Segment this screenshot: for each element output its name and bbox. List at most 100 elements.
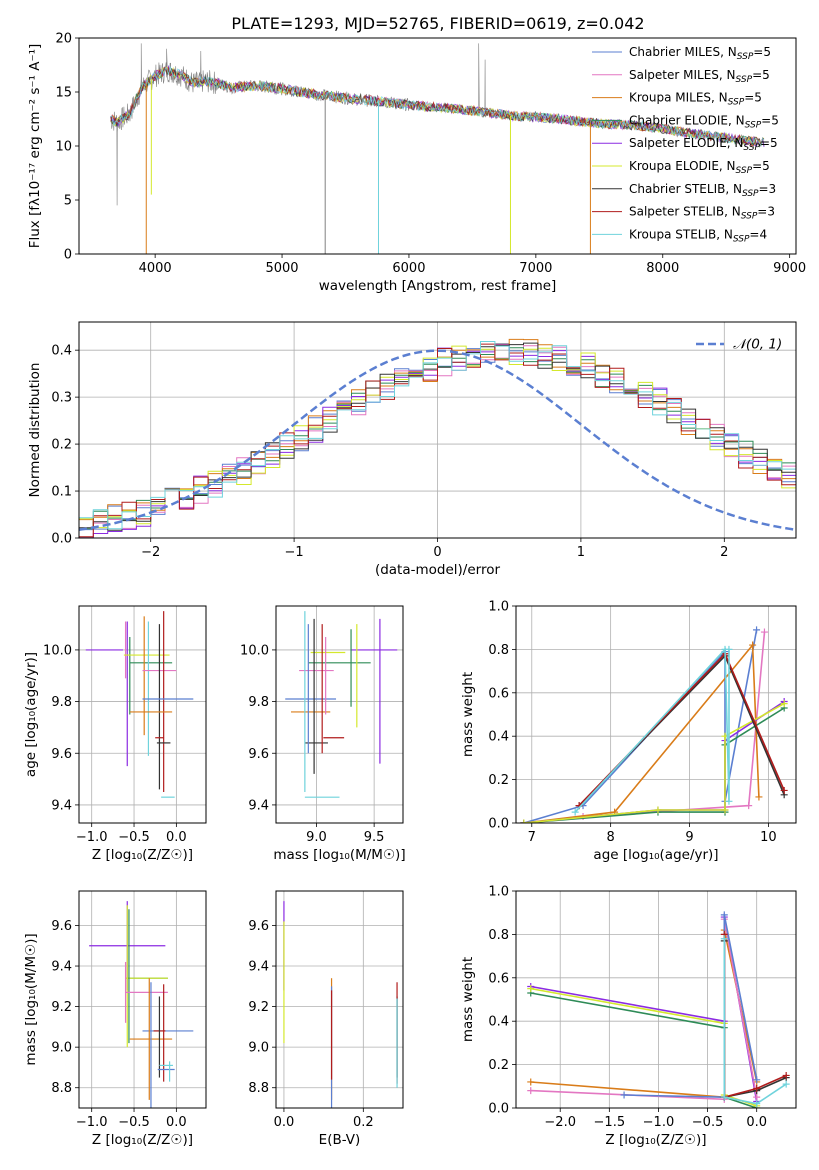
mass-weight-line [723, 938, 787, 1105]
data-point-marker [753, 1093, 761, 1101]
x-tick-label: −1.0 [76, 830, 108, 845]
x-tick-label: −0.5 [692, 1115, 724, 1130]
gaussian-curve [79, 349, 796, 532]
x-tick-label: 9.0 [306, 830, 327, 845]
mass-weight-line [574, 647, 730, 813]
y-tick-label: 0.0 [488, 817, 509, 832]
data-point-marker [780, 786, 788, 794]
y-tick-label: 8.8 [51, 1081, 72, 1096]
y-tick-label: 0.6 [488, 686, 509, 701]
y-tick-label: 0.4 [51, 344, 72, 359]
y-tick-label: 0.8 [488, 928, 509, 943]
y-tick-label: 0.4 [488, 730, 509, 745]
legend-entry: Salpeter STELIB, NSSP=3 [629, 205, 775, 222]
axes-frame [275, 605, 404, 824]
y-tick-label: 0.2 [488, 773, 509, 788]
data-point-marker [720, 1093, 728, 1101]
x-tick-label: −0.5 [118, 830, 150, 845]
y-tick-label: 9.6 [51, 919, 72, 934]
data-point-marker [527, 1087, 535, 1095]
y-tick-label: 9.2 [51, 1000, 72, 1015]
data-point-marker [760, 628, 768, 636]
axes-frame [78, 890, 207, 1109]
x-tick-label: 10 [760, 830, 777, 845]
x-tick-label: −2.0 [544, 1115, 576, 1130]
y-tick-label: 10.0 [43, 643, 72, 658]
x-axis-label: wavelength [Angstrom, rest frame] [319, 278, 557, 294]
plot-area-p8 [527, 911, 790, 1108]
residual-histogram [79, 338, 796, 521]
x-tick-label: 0.0 [166, 830, 187, 845]
y-axis-label: mass [log₁₀(M/M☉)] [23, 933, 39, 1065]
data-point-marker [571, 808, 579, 816]
y-tick-label: 9.2 [248, 1000, 269, 1015]
y-tick-label: 10 [55, 140, 72, 155]
axes-frame [78, 605, 207, 824]
panel-p6: −1.0 −0.5 0.0 8.8 9.0 9.2 9.4 9.6 Z [log₁₀(Z/Z☉)… [23, 890, 207, 1148]
axes-frame [275, 890, 404, 1109]
x-tick-label: 5000 [265, 261, 298, 276]
plot-area-p2 [79, 338, 796, 538]
y-tick-label: 0.6 [488, 971, 509, 986]
mass-weight-line [523, 700, 785, 823]
residual-histogram [79, 341, 796, 530]
data-point-marker [753, 626, 761, 634]
model-spectrum-line [110, 66, 765, 148]
y-tick-label: 9.6 [248, 747, 269, 762]
data-point-marker [749, 641, 757, 649]
y-axis-label: mass weight [460, 957, 476, 1042]
data-point-marker [527, 1078, 535, 1086]
plot-area-p6 [89, 901, 194, 1108]
legend-entry: Chabrier ELODIE, NSSP=5 [629, 113, 779, 130]
plot-area-p3 [85, 611, 194, 798]
y-axis-label: mass weight [460, 672, 476, 757]
y-tick-label: 0.2 [488, 1058, 509, 1073]
panel-p4: 9.0 9.5 9.4 9.6 9.8 10.0 mass [log₁₀(M/M☉)] [240, 605, 406, 863]
legend-entry: Kroupa MILES, NSSP=5 [629, 91, 762, 108]
data-point-marker [753, 1076, 761, 1084]
y-tick-label: 9.4 [51, 798, 72, 813]
data-point-marker [620, 1091, 628, 1099]
data-point-marker [527, 985, 535, 993]
y-tick-label: 20 [55, 32, 72, 47]
panel-p5: 7 8 9 10 0.0 0.2 0.4 0.6 0.8 1.0 age [log₁₀(age/yr… [460, 600, 797, 863]
x-tick-label: 0 [433, 545, 441, 560]
y-tick-label: 0.1 [51, 485, 72, 500]
y-tick-label: 5 [64, 194, 72, 209]
x-axis-label: E(B-V) [319, 1132, 361, 1148]
x-tick-label: 9000 [773, 261, 806, 276]
spectrum-title: PLATE=1293, MJD=52765, FIBERID=0619, z=0… [231, 14, 644, 33]
legend-entry: Chabrier MILES, NSSP=5 [629, 45, 771, 62]
x-tick-label: 0.2 [353, 1115, 374, 1130]
y-tick-label: 9.6 [51, 747, 72, 762]
x-tick-label: 9 [685, 830, 693, 845]
y-tick-label: 10.0 [240, 643, 269, 658]
data-point-marker [753, 1100, 761, 1108]
legend-entry: Kroupa ELODIE, NSSP=5 [629, 159, 770, 176]
panel-p7: 0.0 0.2 8.8 9.0 9.2 9.4 9.6 E(B-V) [248, 890, 404, 1148]
x-tick-label: 6000 [392, 261, 425, 276]
data-point-marker [720, 911, 728, 919]
y-tick-label: 9.8 [51, 695, 72, 710]
y-tick-label: 9.4 [248, 960, 269, 975]
y-tick-label: 0.0 [51, 532, 72, 547]
residual-histogram [79, 345, 796, 529]
mass-weight-line [523, 642, 760, 823]
axes-frame [515, 890, 797, 1109]
x-tick-label: 2 [720, 545, 728, 560]
x-tick-label: −1.0 [643, 1115, 675, 1130]
y-tick-label: 0.0 [488, 1102, 509, 1117]
data-point-marker [755, 793, 763, 801]
x-axis-label: mass [log₁₀(M/M☉)] [273, 847, 405, 863]
legend-entry: Chabrier STELIB, NSSP=3 [629, 182, 776, 199]
panel-p8: −2.0 −1.5 −1.0 −0.5 0.0 0.0 0.2 0.4 0.6 0.8 1.0 Z [… [460, 885, 797, 1148]
plot-area-p7 [283, 901, 398, 1108]
data-point-marker [782, 1080, 790, 1088]
x-tick-label: −0.5 [118, 1115, 150, 1130]
x-tick-label: 7000 [519, 261, 552, 276]
y-tick-label: 0 [64, 248, 72, 263]
axes-frame [78, 37, 797, 255]
panel-p3: −1.0 −0.5 0.0 9.4 9.6 9.8 10.0 Z [log₁₀(Z/Z☉)] a… [23, 605, 207, 863]
y-tick-label: 9.0 [248, 1041, 269, 1056]
